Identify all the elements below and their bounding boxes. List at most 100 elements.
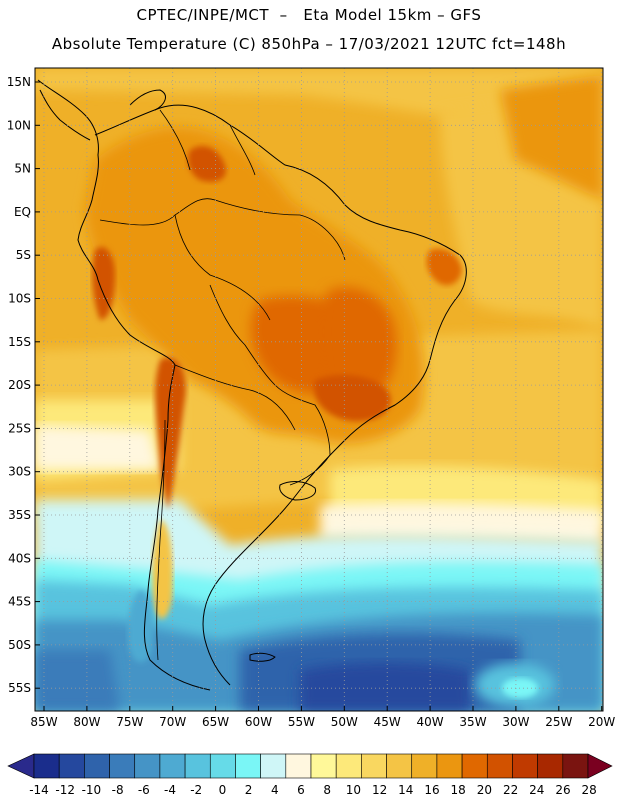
lat-tick-label: 35S xyxy=(8,508,31,522)
lat-tick-label: 30S xyxy=(8,465,31,479)
colorbar-label: 4 xyxy=(271,783,279,797)
lon-tick-label: 80W xyxy=(73,715,100,729)
colorbar-label: 6 xyxy=(297,783,305,797)
lon-tick-label: 25W xyxy=(545,715,572,729)
colorbar-label: 28 xyxy=(582,783,597,797)
colorbar-label: -4 xyxy=(164,783,176,797)
colorbar-label: 2 xyxy=(245,783,253,797)
coastlines xyxy=(37,79,467,691)
lon-tick-label: 60W xyxy=(245,715,272,729)
colorbar-swatch xyxy=(159,753,186,779)
lon-tick-label: 40W xyxy=(417,715,444,729)
colorbar-swatch xyxy=(285,753,312,779)
lon-tick-label: 20W xyxy=(588,715,615,729)
lat-tick-label: EQ xyxy=(14,205,31,219)
colorbar-swatch xyxy=(537,753,564,779)
lon-tick-label: 50W xyxy=(331,715,358,729)
border-guyana xyxy=(229,124,256,176)
lon-tick-label: 30W xyxy=(502,715,529,729)
colorbar-label: 0 xyxy=(219,783,227,797)
grid-lines xyxy=(35,68,603,711)
colorbar-swatch xyxy=(209,753,236,779)
colorbar-swatch xyxy=(361,753,387,779)
colorbar-swatch xyxy=(512,753,538,779)
chart-title-line2: Absolute Temperature (C) 850hPa – 17/03/… xyxy=(51,35,567,53)
falkland-islands xyxy=(249,652,276,662)
colorbar-label: 24 xyxy=(529,783,544,797)
colorbar-boxes xyxy=(7,753,613,779)
lat-tick-label: 25S xyxy=(8,421,31,435)
border-chile-argentina xyxy=(156,419,166,661)
pacific-coastline xyxy=(37,79,211,691)
colorbar-swatch xyxy=(436,753,463,779)
colorbar-swatch xyxy=(109,753,136,779)
colorbar-label: 20 xyxy=(477,783,492,797)
chart-title-line1: CPTEC/INPE/MCT – Eta Model 15km – GFS xyxy=(136,6,482,24)
lon-tick-label: 70W xyxy=(159,715,186,729)
colorbar-label: -8 xyxy=(112,783,124,797)
colorbar-label: 14 xyxy=(398,783,413,797)
lon-tick-label: 85W xyxy=(30,715,57,729)
colorbar-swatch xyxy=(235,753,261,779)
colorbar-label: -12 xyxy=(55,783,75,797)
lat-tick-label: 10N xyxy=(7,118,31,132)
lat-tick-label: 10S xyxy=(8,292,31,306)
lat-tick-label: 45S xyxy=(8,595,31,609)
river-plate xyxy=(279,481,317,501)
colorbar-arrow-right xyxy=(587,753,613,779)
caribbean-coast xyxy=(129,89,166,111)
lon-tick-label: 45W xyxy=(374,715,401,729)
lat-tick-label: 50S xyxy=(8,638,31,652)
colorbar-swatch xyxy=(562,753,589,779)
colorbar-label: 26 xyxy=(555,783,570,797)
colorbar-swatch xyxy=(411,753,438,779)
longitude-axis: 85W 80W 75W 70W 65W 60W 55W 50W 45W 40W 35W 30W 25W 2… xyxy=(30,706,615,729)
colorbar-swatch xyxy=(184,753,211,779)
atlantic-coastline xyxy=(94,104,467,686)
lat-tick-label: 15N xyxy=(7,75,31,89)
colorbar-label: -2 xyxy=(190,783,202,797)
colorbar-label: 18 xyxy=(451,783,466,797)
colorbar-label: -14 xyxy=(29,783,49,797)
temperature-field xyxy=(35,68,603,711)
lon-tick-label: 75W xyxy=(116,715,143,729)
lat-tick-label: 40S xyxy=(8,551,31,565)
lon-tick-label: 35W xyxy=(459,715,486,729)
lat-tick-label: 55S xyxy=(8,681,31,695)
colorbar-label: 22 xyxy=(503,783,518,797)
colorbar-swatch xyxy=(33,753,60,779)
map-frame xyxy=(34,67,604,712)
border-bolivia xyxy=(209,284,276,386)
border-uruguay xyxy=(289,454,331,486)
colorbar-label: 16 xyxy=(424,783,439,797)
colorbar-labels: -14 -12 -10 -8 -6 -4 -2 0 2 4 6 8 10 12 14 16 18 20 22 24 26… xyxy=(29,783,597,797)
colorbar-swatch xyxy=(310,753,337,779)
colorbar-swatch xyxy=(260,753,287,779)
lat-tick-label: 5N xyxy=(14,162,31,176)
colorbar-label: 10 xyxy=(346,783,361,797)
lon-tick-label: 65W xyxy=(202,715,229,729)
border-brazil-north xyxy=(214,199,346,261)
lat-tick-label: 15S xyxy=(8,335,31,349)
lat-tick-label: 20S xyxy=(8,378,31,392)
colorbar-arrow-left xyxy=(7,753,35,779)
colorbar-swatch xyxy=(134,753,161,779)
border-argentina-north xyxy=(174,364,296,431)
colorbar: -14 -12 -10 -8 -6 -4 -2 0 2 4 6 8 10 12 14 16 18 20 22 24 26… xyxy=(7,753,613,797)
colorbar-swatch xyxy=(461,753,488,779)
colorbar-swatch xyxy=(84,753,110,779)
land-temperature-field xyxy=(85,127,462,663)
temperature-map: 15N 10N 5N EQ 5S 10S 15S 20S 25S 30S 35S 40S 45S 50S 5… xyxy=(7,67,615,729)
lat-tick-label: 5S xyxy=(16,248,31,262)
central-america-coast xyxy=(39,89,91,141)
border-colombia-venezuela xyxy=(159,109,191,171)
colorbar-label: -10 xyxy=(82,783,102,797)
colorbar-swatch xyxy=(486,753,513,779)
colorbar-label: 8 xyxy=(323,783,331,797)
colorbar-swatch xyxy=(386,753,413,779)
colorbar-swatch xyxy=(335,753,362,779)
border-brazil-peru xyxy=(174,214,271,321)
latitude-axis: 15N 10N 5N EQ 5S 10S 15S 20S 25S 30S 35S 40S 45S 50S 5… xyxy=(7,75,40,695)
country-borders xyxy=(99,109,346,661)
colorbar-label: 12 xyxy=(372,783,387,797)
